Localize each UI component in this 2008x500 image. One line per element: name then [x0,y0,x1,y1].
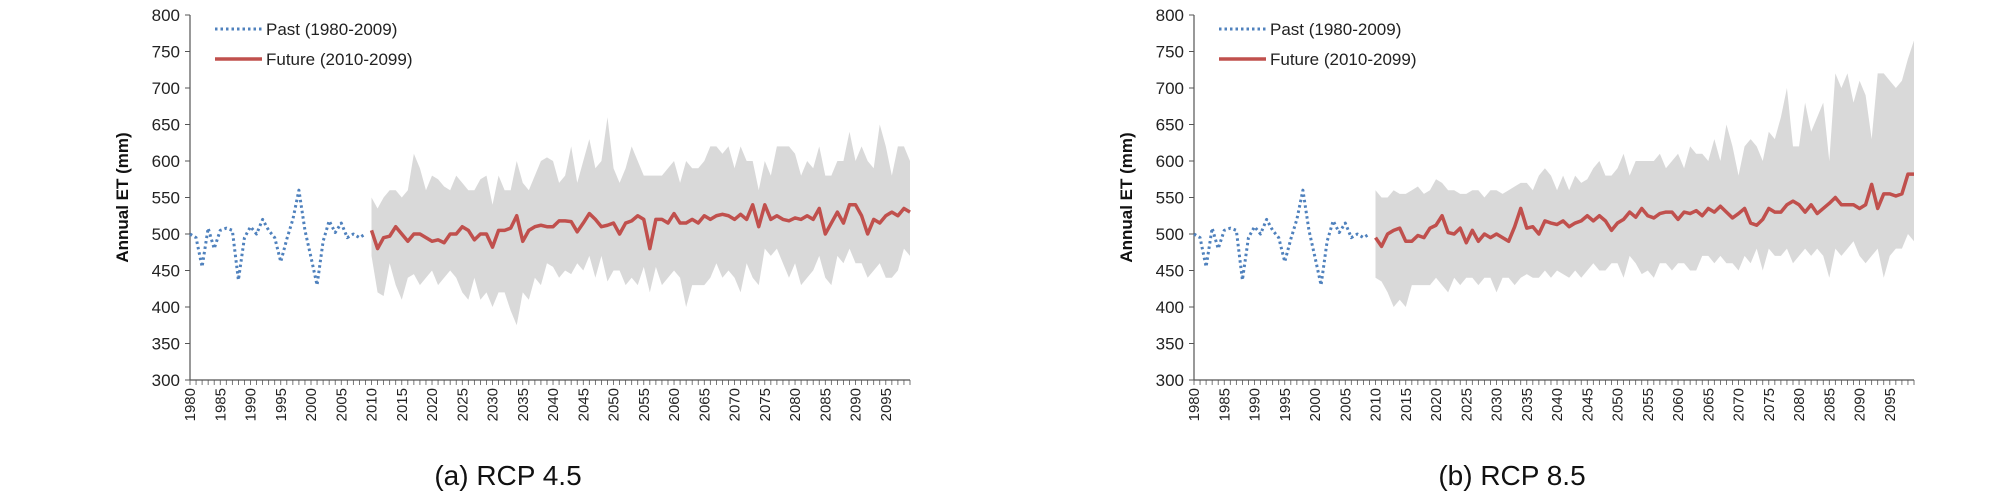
y-tick-label: 600 [1156,152,1184,171]
x-tick-label: 2025 [454,388,471,421]
x-tick-label: 2010 [1368,388,1385,421]
y-tick-label: 550 [1156,189,1184,208]
x-tick-label: 2055 [636,388,653,421]
x-tick-label: 1995 [1277,388,1294,421]
x-tick-label: 2095 [878,388,895,421]
y-tick-label: 700 [1156,79,1184,98]
x-tick-label: 1995 [273,388,290,421]
x-tick-label: 1990 [243,388,260,421]
x-tick-label: 2050 [1610,388,1627,421]
x-tick-label: 2080 [1791,388,1808,421]
y-tick-label: 500 [152,225,180,244]
x-tick-label: 2090 [848,388,865,421]
y-axis-label: Annual ET (mm) [1117,132,1136,262]
chart-panel-rcp45: 300 350 400 450 500 550 600 650 700 750 800 1980 198… [113,6,911,491]
legend-label-past: Past (1980-2009) [1270,20,1401,39]
x-tick-label: 2095 [1882,388,1899,421]
x-tick-label: 2015 [1398,388,1415,421]
x-tick-label: 2050 [606,388,623,421]
y-tick-label: 450 [1156,262,1184,281]
x-tick-label: 2020 [1428,388,1445,421]
y-tick-label: 500 [1156,225,1184,244]
legend-label-future: Future (2010-2099) [266,50,412,69]
y-tick-label: 800 [152,6,180,25]
x-tick-label: 2030 [1489,388,1506,421]
x-tick-label: 2080 [787,388,804,421]
legend-label-past: Past (1980-2009) [266,20,397,39]
x-tick-label: 1980 [182,388,199,421]
uncertainty-band [1375,40,1914,308]
y-tick-label: 750 [152,43,180,62]
x-tick-label: 2065 [696,388,713,421]
x-tick-label: 2035 [515,388,532,421]
x-tick-label: 2020 [424,388,441,421]
x-tick-label: 2060 [666,388,683,421]
y-tick-label: 350 [1156,335,1184,354]
x-tick-label: 2090 [1852,388,1869,421]
x-tick-label: 1980 [1186,388,1203,421]
x-tick-label: 1985 [1216,388,1233,421]
y-tick-label: 350 [152,335,180,354]
caption-rcp85: (b) RCP 8.5 [1438,460,1585,491]
x-tick-label: 1990 [1247,388,1264,421]
chart-rcp85: 300 350 400 450 500 550 600 650 700 750 800 1980 198… [1117,6,1915,491]
chart-rcp45: 300 350 400 450 500 550 600 650 700 750 800 1980 198… [113,6,911,491]
x-tick-label: 2015 [394,388,411,421]
y-tick-label: 400 [152,298,180,317]
legend-label-future: Future (2010-2099) [1270,50,1416,69]
x-tick-label: 1985 [212,388,229,421]
y-tick-label: 300 [152,371,180,390]
uncertainty-band [371,117,910,326]
caption-rcp45: (a) RCP 4.5 [434,460,581,491]
y-tick-label: 650 [152,116,180,135]
x-tick-label: 2025 [1458,388,1475,421]
y-axis-label: Annual ET (mm) [113,132,132,262]
x-tick-label: 2045 [1579,388,1596,421]
x-tick-label: 2030 [485,388,502,421]
y-tick-label: 700 [152,79,180,98]
x-tick-label: 2035 [1519,388,1536,421]
x-tick-label: 2060 [1670,388,1687,421]
y-tick-label: 650 [1156,116,1184,135]
x-tick-label: 2075 [757,388,774,421]
future-series-line [369,203,911,251]
y-tick-label: 750 [1156,43,1184,62]
x-tick-label: 2085 [1821,388,1838,421]
x-tick-label: 2000 [1307,388,1324,421]
future-series-line [1374,172,1914,249]
y-tick-label: 450 [152,262,180,281]
x-tick-label: 2005 [333,388,350,421]
y-tick-label: 800 [1156,6,1184,25]
x-tick-label: 2045 [575,388,592,421]
chart-panel-rcp85: 300 350 400 450 500 550 600 650 700 750 800 1980 198… [1004,0,2008,500]
x-tick-label: 2065 [1700,388,1717,421]
x-tick-label: 2085 [817,388,834,421]
y-tick-label: 300 [1156,371,1184,390]
x-tick-label: 2000 [303,388,320,421]
x-tick-label: 2075 [1761,388,1778,421]
x-tick-label: 2070 [727,388,744,421]
x-tick-label: 2040 [1549,388,1566,421]
y-tick-label: 600 [152,152,180,171]
x-tick-label: 2040 [545,388,562,421]
y-tick-label: 400 [1156,298,1184,317]
x-tick-label: 2055 [1640,388,1657,421]
x-tick-label: 2070 [1731,388,1748,421]
past-series-line [1193,188,1371,287]
x-tick-label: 2010 [364,388,381,421]
y-tick-label: 550 [152,189,180,208]
x-tick-label: 2005 [1337,388,1354,421]
past-series-line [189,188,367,287]
